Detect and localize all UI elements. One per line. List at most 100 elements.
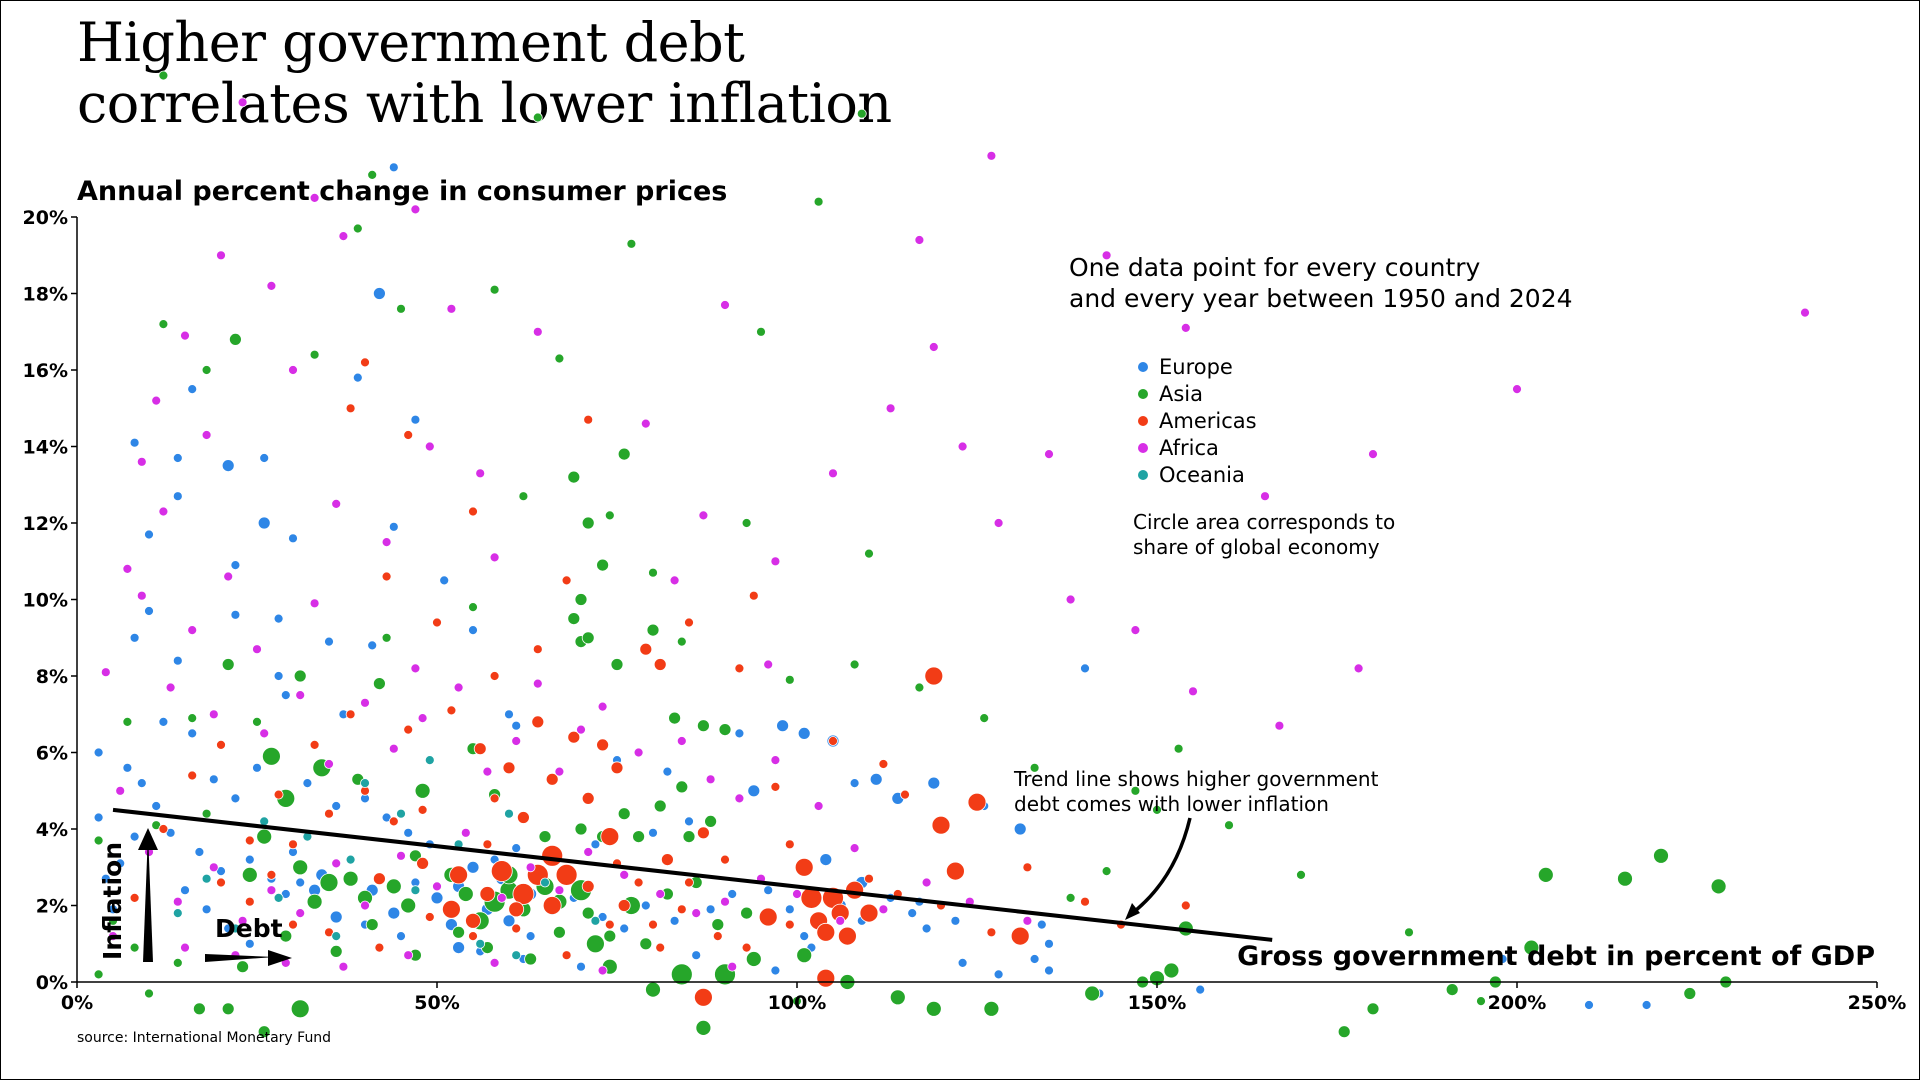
data-point [151,801,162,811]
data-point [670,963,693,986]
data-point [280,690,291,700]
trend-note-arrow [1128,817,1192,917]
data-point [1022,915,1033,926]
data-point [172,908,183,918]
data-point [576,724,586,735]
data-point [583,414,594,425]
data-point [758,907,778,927]
data-point [914,682,925,693]
data-point [345,403,356,414]
data-point [452,941,466,954]
legend-swatch [1138,362,1148,372]
data-point [684,877,694,888]
data-point [626,238,637,249]
data-point [388,743,399,754]
data-point [496,893,507,903]
data-point [372,287,386,300]
data-point [244,854,255,865]
trend-line-group [112,807,1273,942]
data-point [309,349,320,360]
data-point [432,881,442,892]
y-tick-label: 18% [23,284,68,306]
data-point [396,303,406,314]
data-point [878,904,889,915]
data-point [165,682,176,693]
data-point [108,915,118,926]
data-point [237,915,248,926]
trend-note-line-1: Trend line shows higher government [1013,767,1379,791]
data-point [187,384,198,395]
data-point [192,1002,206,1016]
data-point [273,671,284,681]
legend-label: Oceania [1159,463,1245,487]
data-point [869,772,883,786]
data-point [288,919,298,930]
data-point [244,835,255,846]
data-point [639,937,653,951]
data-point [180,885,190,896]
data-point [129,437,140,448]
size-note-line-1: Circle area corresponds to [1133,510,1395,534]
data-point [290,999,310,1019]
data-point [561,950,572,961]
data-point [221,1002,235,1016]
data-point [324,759,334,769]
data-point [1180,900,1191,911]
data-point [187,728,198,739]
data-point [259,728,270,739]
data-point [574,593,588,606]
data-point [561,575,572,586]
data-point [144,529,154,540]
data-point [385,878,402,895]
data-point [372,677,386,690]
legend: Europe Asia Americas Africa Oceania [1138,355,1257,487]
data-point [770,782,781,792]
data-point [482,766,493,777]
data-point [136,456,147,467]
data-point [770,965,781,976]
data-point [770,755,781,765]
data-point [331,498,342,509]
axes: 0% 2% 4% 6% 8% 10% 12% 14% 16% 18% 20% 0% 50% 100% 150… [23,207,1907,1014]
data-point [567,730,581,744]
data-point [504,808,514,819]
data-point [1683,987,1697,1000]
data-point [129,632,140,643]
data-point [1800,307,1810,318]
series-asia [93,70,1733,1039]
data-point [417,805,428,815]
data-point [1274,720,1285,731]
data-point [295,690,306,700]
data-point [1710,878,1727,895]
data-point [172,655,183,666]
data-point [295,877,306,888]
intro-note-line-2: and every year between 1950 and 2024 [1069,284,1573,313]
data-point [581,631,595,645]
data-point [567,470,581,484]
data-point [381,537,392,547]
data-point [541,844,564,867]
data-point [518,491,529,502]
data-point [756,326,766,337]
data-point [524,952,537,966]
data-point [374,942,385,953]
data-point [489,793,500,804]
data-point [338,961,349,972]
data-point [1036,919,1047,930]
data-point [187,625,198,635]
data-point [1130,625,1141,635]
data-point [784,904,795,915]
data-point [187,713,198,723]
data-point [221,658,235,671]
data-point [597,965,608,976]
data-point [705,904,716,915]
data-point [489,284,500,295]
data-point [446,303,457,314]
data-point [581,880,595,893]
data-point [424,441,435,452]
legend-swatch [1138,389,1148,399]
data-point [734,663,745,674]
data-point [957,441,968,452]
data-point [531,715,545,729]
series-africa [100,97,1810,976]
